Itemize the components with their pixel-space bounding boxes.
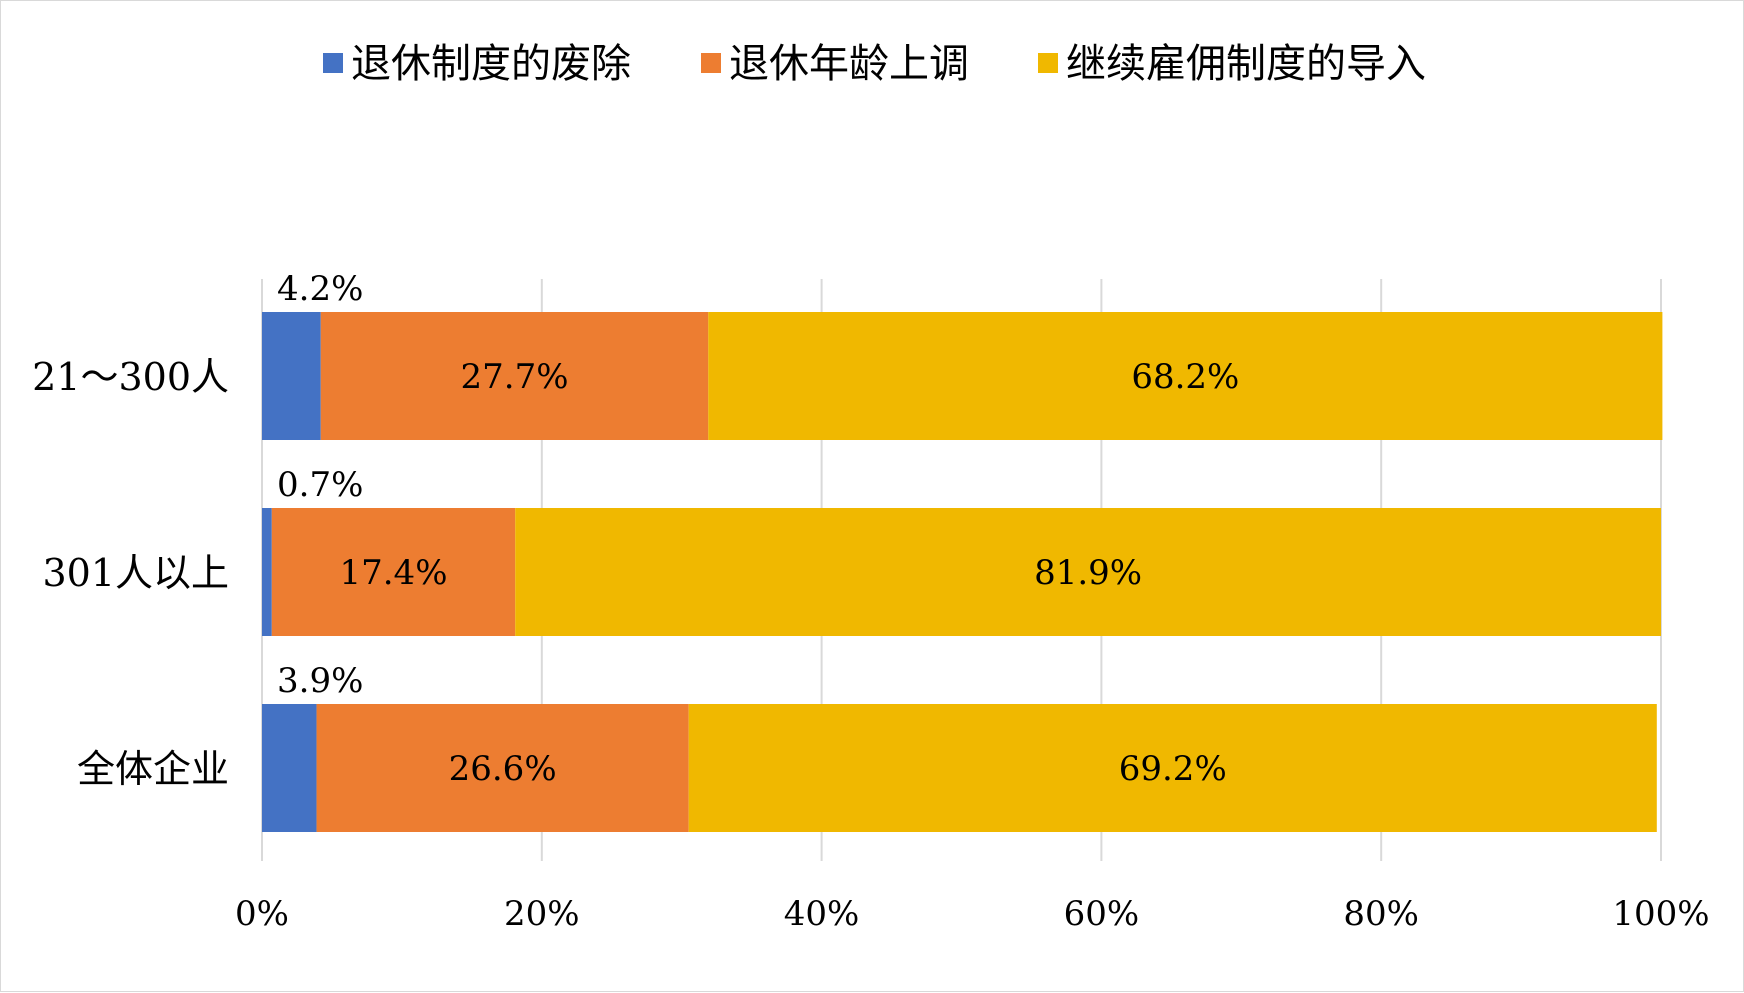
legend-label: 继续雇佣制度的导入: [1066, 41, 1426, 87]
legend-label: 退休年龄上调: [729, 41, 969, 87]
data-label: 17.4%: [339, 553, 447, 593]
category-label: 301人以上: [42, 551, 229, 595]
x-tick-label: 40%: [784, 894, 860, 934]
data-label: 27.7%: [461, 357, 569, 397]
x-axis-ticks: 0% 20% 40% 60% 80% 100%: [235, 894, 1710, 934]
bar-segment: [320, 312, 709, 440]
legend-label: 退休制度的废除: [351, 41, 631, 87]
data-label: 81.9%: [1034, 553, 1142, 593]
data-label: 4.2%: [277, 269, 363, 309]
bars: [262, 312, 1663, 832]
x-tick-label: 100%: [1612, 894, 1709, 934]
category-label: 21～300人: [32, 355, 229, 399]
legend-swatch: [323, 53, 343, 73]
bar-segment: [515, 508, 1661, 636]
bar-segment: [688, 704, 1657, 832]
x-tick-label: 60%: [1064, 894, 1140, 934]
bar-segment: [271, 508, 516, 636]
category-label: 全体企业: [77, 747, 229, 791]
bar-segment: [708, 312, 1663, 440]
legend: 退休制度的废除 退休年龄上调 继续雇佣制度的导入: [323, 41, 1426, 87]
data-label: 0.7%: [277, 465, 363, 505]
x-tick-label: 0%: [235, 894, 289, 934]
bar-segment: [262, 312, 321, 440]
legend-swatch: [701, 53, 721, 73]
value-labels: 4.2% 27.7% 68.2% 0.7% 17.4% 81.9% 3.9% 26.6% 69.…: [277, 269, 1239, 789]
bar-segment: [316, 704, 689, 832]
bar-segment: [262, 704, 317, 832]
x-tick-label: 80%: [1343, 894, 1419, 934]
data-label: 69.2%: [1119, 749, 1227, 789]
data-label: 3.9%: [277, 661, 363, 701]
x-tick-label: 20%: [504, 894, 580, 934]
legend-swatch: [1038, 53, 1058, 73]
data-label: 68.2%: [1131, 357, 1239, 397]
data-label: 26.6%: [449, 749, 557, 789]
bar-segment: [262, 508, 272, 636]
